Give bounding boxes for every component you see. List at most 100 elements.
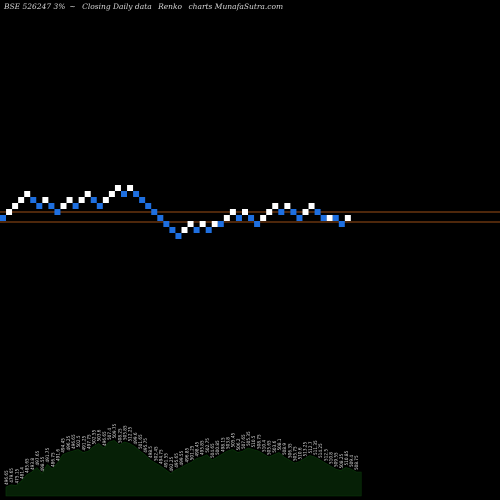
volume-label: 501.65 [138,434,143,449]
volume-label: 502.75 [205,438,210,453]
renko-brick-up [108,191,115,197]
renko-brick-up [272,203,279,209]
renko-brick-down [193,227,200,233]
volume-label: 485.65 [25,458,30,473]
renko-brick-up [260,215,267,221]
renko-brick-up [302,209,309,215]
volume-label: 502.5 [76,435,81,447]
renko-brick-up [42,197,49,203]
renko-brick-down [151,209,158,215]
renko-brick-up [12,203,19,209]
volume-label: 501.25 [189,445,194,460]
volume-label: 481.4 [19,467,24,479]
renko-brick-down [90,197,97,203]
renko-brick-up [223,215,230,221]
volume-label: 496.65 [71,434,76,449]
volume-label: 491.55 [164,453,169,468]
renko-brick-down [36,203,43,209]
renko-brick-up [84,191,91,197]
renko-brick-up [266,209,273,215]
renko-brick-down [139,197,146,203]
volume-label: 509.75 [112,424,117,439]
renko-brick-down [72,203,79,209]
volume-label: 491.25 [81,436,86,451]
volume-label: 496.65 [102,431,107,446]
renko-brick-up [242,209,248,215]
renko-brick-down [145,203,152,209]
volume-label: 508.75 [354,455,359,470]
source-label: charts MunafaSutra.com [188,2,284,11]
renko-brick-up [114,185,121,191]
renko-brick-up [24,191,31,197]
renko-brick-down [48,203,55,209]
volume-label: 508.25 [117,428,122,443]
renko-brick-up [78,197,85,203]
renko-brick-up [102,197,109,203]
renko-brick-down [278,209,285,215]
renko-brick-down [296,215,303,221]
volume-label: 510.5 [251,435,256,447]
renko-brick-up [284,203,291,209]
renko-brick-down [217,221,224,227]
renko-brick-down [314,209,321,215]
volume-label: 506.2 [236,438,241,450]
renko-brick-up [229,209,236,215]
volume-label: 491.75 [45,448,50,463]
renko-brick-up [211,221,218,227]
renko-brick-down [121,191,127,197]
volume-label: 510.4 [262,440,267,452]
volume-label: 491.6 [56,449,61,461]
volume-label: 494.75 [159,449,164,464]
volume-label: 512.25 [128,427,133,442]
volume-label: 497.75 [86,434,91,449]
volume-label: 514.25 [318,443,323,458]
renko-brick-down [235,215,242,221]
volume-label: 496.65 [4,470,9,485]
tilde-label: ~ [69,2,76,11]
volume-label: 498.55 [40,457,45,472]
volume-label: 505.65 [267,440,272,455]
volume-label: 509.4 [349,455,354,467]
volume-label: 505.45 [231,433,236,448]
volume-label: 511.35 [313,440,318,455]
chart-type-label: Renko [158,2,183,11]
volume-label: 486.75 [50,452,55,467]
volume-label: 503.6 [97,429,102,441]
renko-brick-down [54,209,61,215]
volume-label: 507.4 [107,428,112,440]
renko-brick-down [169,227,176,233]
volume-label: 509.55 [334,452,339,467]
volume-area [5,440,362,497]
volume-panel: 496.65 479.65 475.15 481.4 485.65 493.8 497.65… [4,424,362,497]
renko-brick-up [199,221,206,227]
volume-label: 508.9 [282,443,287,455]
volume-label: 502.45 [153,446,158,461]
volume-label: 510.6 [298,447,303,459]
volume-label: 475.15 [14,469,19,484]
renko-brick-up [60,203,67,209]
volume-label: 510.85 [344,451,349,466]
volume-label: 499.55 [179,451,184,466]
volume-label: 499.6 [133,432,138,444]
volume-label: 508.1 [277,438,282,450]
volume-label: 498.5 [148,446,153,458]
volume-label: 500.85 [215,440,220,455]
volume-label: 492.25 [169,457,174,472]
renko-brick-up [66,197,73,203]
volume-label: 494.45 [61,438,66,453]
volume-label: 505.35 [246,431,251,446]
volume-label: 497.65 [35,451,40,466]
volume-label: 503.8 [225,437,230,449]
volume-label: 503.6 [272,440,277,452]
renko-brick-up [308,203,315,209]
volume-label: 513.25 [303,442,308,457]
renko-brick-down [254,221,261,227]
volume-label: 506.35 [287,443,292,458]
renko-brick-up [344,215,351,221]
volume-label: 508.25 [339,454,344,469]
renko-brick-down [96,203,103,209]
renko-brick-down [157,215,164,221]
renko-brick-down [133,191,140,197]
level-lines [0,211,500,223]
